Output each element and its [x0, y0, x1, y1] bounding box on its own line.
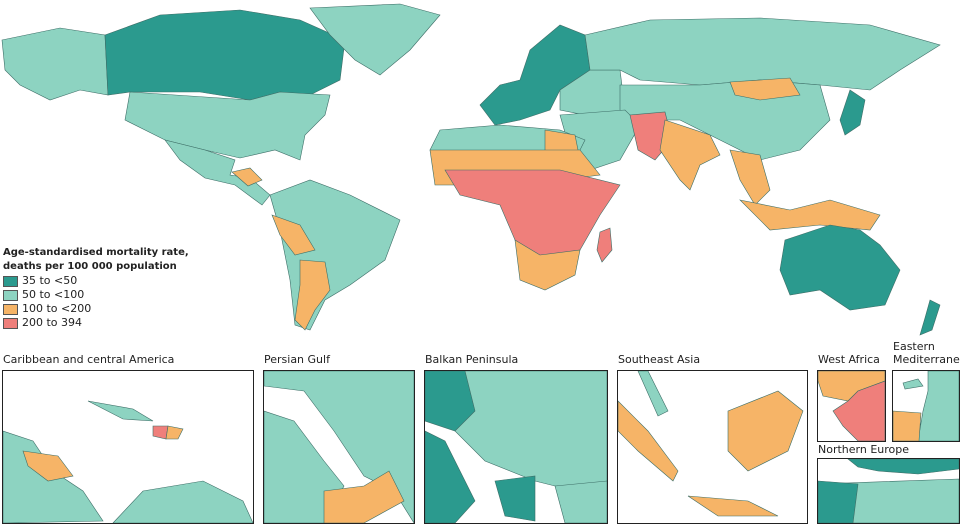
region-central-america-orange [231, 167, 263, 187]
region-southeast-asia [729, 149, 771, 206]
region-south-america [269, 179, 401, 331]
region-india [659, 119, 721, 191]
asia [559, 17, 941, 231]
region-usa [124, 91, 331, 161]
region-cyprus [902, 378, 924, 390]
africa [429, 124, 621, 291]
region-argentina [294, 259, 331, 331]
legend-swatch [3, 317, 18, 329]
inset-label-balkan: Balkan Peninsula [425, 353, 519, 366]
legend-label: 100 to <200 [22, 302, 92, 315]
region-borneo [727, 390, 804, 472]
legend-swatch [3, 303, 18, 315]
legend-title-line1: Age-standardised mortality rate, [3, 247, 189, 258]
region-haiti [152, 425, 169, 440]
legend-item: 100 to <200 [3, 302, 189, 316]
region-egypt-sinai [893, 410, 922, 441]
region-russia [584, 17, 941, 91]
region-greenland [309, 3, 441, 76]
region-indonesia [739, 199, 881, 231]
region-sumatra [618, 400, 679, 482]
inset-northern-europe [817, 458, 960, 524]
region-peru-bolivia [271, 214, 316, 256]
inset-label-northern-europe: Northern Europe [818, 443, 910, 456]
inset-label-persian-gulf: Persian Gulf [264, 353, 330, 366]
inset-label-eastern-med: Eastern Mediterranean [893, 340, 960, 366]
region-guinea-mali [832, 380, 885, 441]
region-honduras-nicaragua [22, 450, 74, 482]
region-cuba [87, 400, 154, 422]
region-malaysia-peninsula [637, 371, 669, 417]
region-denmark-germany [818, 480, 859, 523]
south-america [269, 179, 401, 331]
region-japan [839, 89, 866, 136]
region-new-zealand [919, 299, 941, 336]
region-slovenia-croatia [425, 371, 476, 432]
region-mongolia [729, 77, 801, 101]
legend-item: 200 to 394 [3, 316, 189, 330]
inset-west-africa [817, 370, 886, 442]
region-dominican-republic [165, 425, 184, 440]
region-scandinavia [847, 459, 959, 475]
region-java [687, 495, 779, 517]
oceania [779, 224, 941, 336]
legend-title-line2: deaths per 100 000 population [3, 261, 177, 272]
legend-item: 50 to <100 [3, 288, 189, 302]
region-greece [494, 475, 536, 522]
inset-label-west-africa: West Africa [818, 353, 880, 366]
inset-label-caribbean: Caribbean and central America [3, 353, 175, 366]
legend-item: 35 to <50 [3, 274, 189, 288]
inset-balkan [424, 370, 608, 524]
region-madagascar [596, 227, 613, 263]
region-south-america-north [112, 480, 253, 523]
region-turkey [554, 480, 607, 523]
legend: Age-standardised mortality rate, deaths … [3, 246, 189, 330]
legend-label: 50 to <100 [22, 288, 85, 301]
legend-swatch [3, 275, 18, 287]
inset-persian-gulf [263, 370, 415, 524]
inset-eastern-med [892, 370, 960, 442]
region-alaska [1, 27, 109, 101]
region-australia [779, 224, 901, 311]
inset-southeast-asia [617, 370, 808, 524]
world-map [1, 3, 941, 336]
legend-label: 35 to <50 [22, 274, 78, 287]
region-uae [323, 470, 405, 523]
north-america [1, 3, 441, 206]
region-levant [917, 371, 959, 441]
legend-swatch [3, 289, 18, 301]
region-italy [425, 430, 476, 523]
region-canada [104, 9, 346, 101]
legend-label: 200 to 394 [22, 316, 83, 329]
region-southern-africa [514, 239, 581, 291]
inset-caribbean [2, 370, 254, 524]
region-iran [264, 371, 414, 523]
inset-label-southeast-asia: Southeast Asia [618, 353, 701, 366]
